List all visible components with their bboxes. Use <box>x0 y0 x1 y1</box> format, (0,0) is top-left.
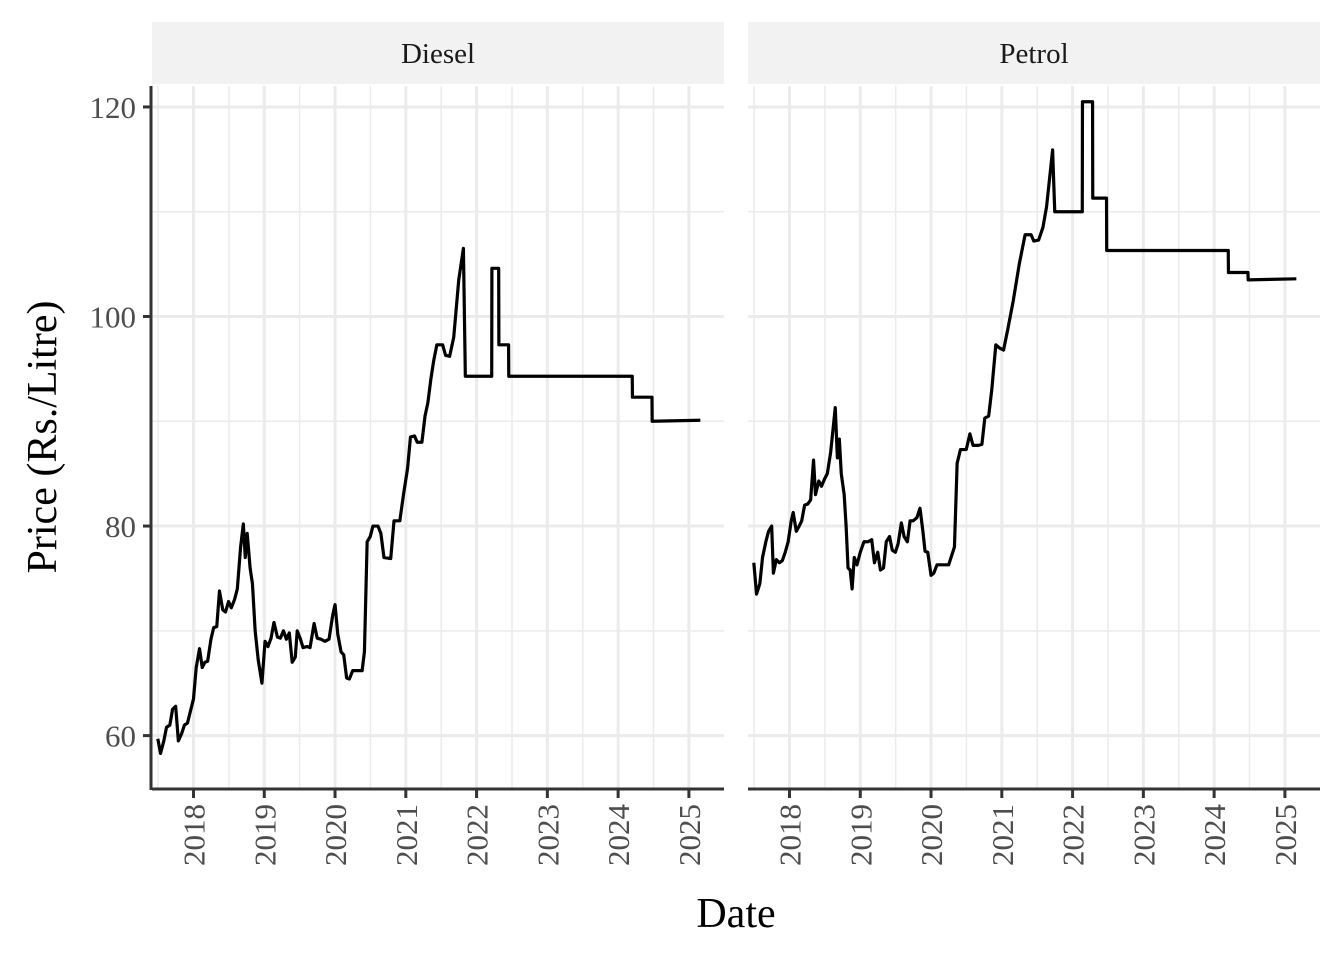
x-tick-label: 2024 <box>1197 804 1232 867</box>
x-tick-label: 2019 <box>843 804 878 866</box>
facet-title-diesel: Diesel <box>401 38 475 70</box>
x-tick-label: 2020 <box>318 804 353 866</box>
y-tick-label: 60 <box>105 719 136 754</box>
x-tick-label: 2020 <box>914 804 949 866</box>
x-tick-label: 2024 <box>601 804 636 867</box>
series-line-petrol <box>752 100 1297 596</box>
series-line-diesel <box>156 246 701 756</box>
x-tick-label: 2025 <box>672 804 707 866</box>
x-tick-label: 2022 <box>1056 804 1091 866</box>
x-tick-label: 2023 <box>1126 804 1161 866</box>
x-tick-label: 2021 <box>985 804 1020 866</box>
y-tick-label: 80 <box>105 509 136 544</box>
facet-strip-diesel <box>152 22 724 84</box>
x-axis-title: Date <box>696 891 775 937</box>
facet-title-petrol: Petrol <box>999 38 1068 70</box>
x-tick-label: 2023 <box>530 804 565 866</box>
x-tick-label: 2019 <box>247 804 282 866</box>
x-tick-label: 2021 <box>389 804 424 866</box>
x-tick-label: 2018 <box>176 804 211 866</box>
y-axis-title: Price (Rs./Litre) <box>20 301 66 574</box>
y-tick-label: 100 <box>90 300 137 335</box>
facet-strip-petrol <box>748 22 1320 84</box>
y-tick-label: 120 <box>90 90 137 125</box>
x-tick-label: 2018 <box>772 804 807 866</box>
x-tick-label: 2025 <box>1268 804 1303 866</box>
x-tick-label: 2022 <box>460 804 495 866</box>
